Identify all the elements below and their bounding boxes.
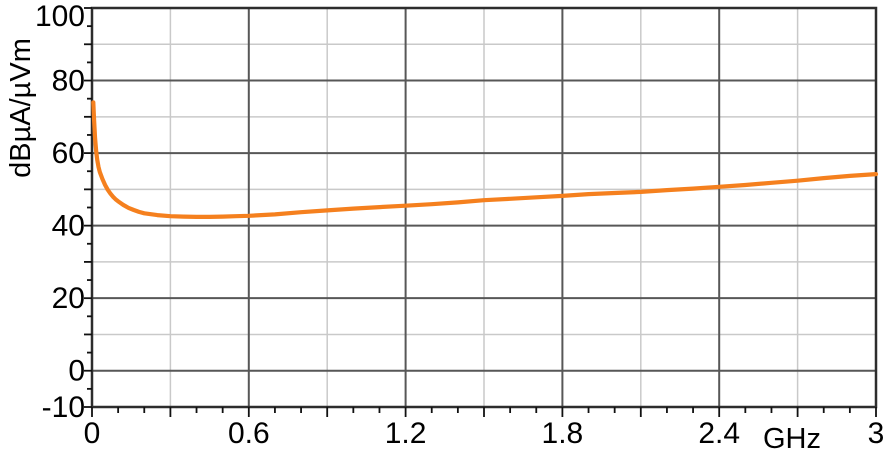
- axis-ticks: [84, 7, 877, 417]
- y-tick-label: 60: [52, 137, 85, 170]
- y-tick-label: 0: [68, 355, 85, 388]
- grid-minor: [92, 8, 876, 407]
- y-tick-labels: 100 80 60 40 20 0-10: [35, 0, 85, 424]
- x-tick-label: 2.4: [698, 417, 740, 450]
- x-tick-label: 0.6: [228, 417, 270, 450]
- y-tick-label: -10: [42, 391, 85, 424]
- x-tick-labels: 0 0.6 1.2 1.8 2.4 3: [84, 417, 885, 450]
- grid-major: [92, 8, 876, 407]
- measured-emission-trace: [91, 100, 879, 219]
- x-tick-label: 3: [868, 417, 885, 450]
- y-tick-label: 100: [35, 0, 85, 33]
- x-axis-unit-label: GHz: [763, 423, 821, 455]
- y-tick-label: 40: [52, 210, 85, 243]
- y-axis-title: dBµA/µVm: [5, 38, 37, 178]
- x-tick-label: 1.2: [385, 417, 427, 450]
- x-tick-label: 1.8: [542, 417, 584, 450]
- x-tick-label: 0: [84, 417, 101, 450]
- y-tick-label: 80: [52, 65, 85, 98]
- y-tick-label: 20: [52, 282, 85, 315]
